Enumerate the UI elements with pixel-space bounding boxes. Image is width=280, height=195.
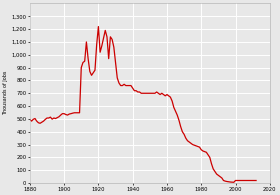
- Y-axis label: Thousands of Jobs: Thousands of Jobs: [3, 71, 8, 115]
